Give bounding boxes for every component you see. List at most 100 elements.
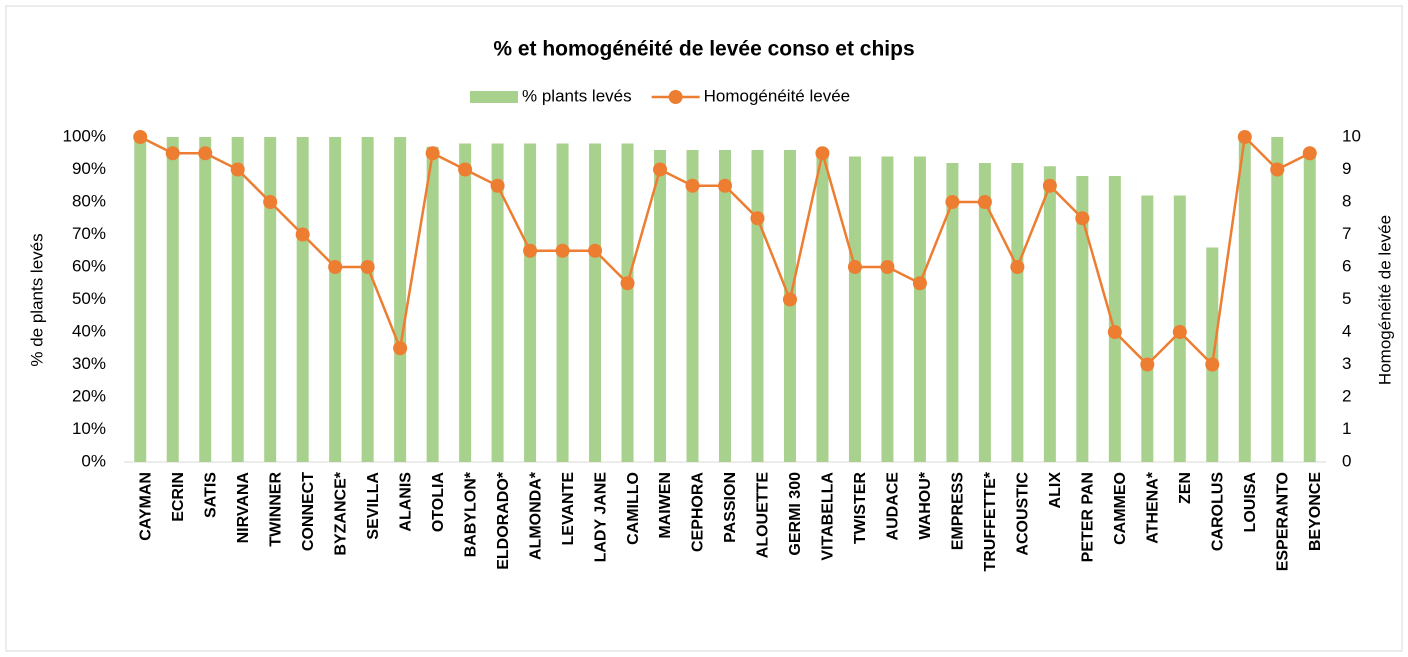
- x-tick-label: SEVILLA: [365, 472, 382, 540]
- line-marker: [230, 162, 245, 177]
- y-tick-label: 100%: [63, 126, 106, 145]
- x-tick-label: EMPRESS: [950, 472, 967, 551]
- bar: [816, 150, 829, 462]
- x-tick-label: CAMMEO: [1112, 472, 1129, 545]
- line-marker: [295, 227, 310, 242]
- bar: [426, 146, 439, 462]
- bar: [589, 143, 602, 462]
- line-marker: [1010, 260, 1025, 274]
- bar: [199, 137, 212, 462]
- y2-tick-label: 4: [1342, 321, 1351, 340]
- x-tick-label: ESPERANTO: [1274, 472, 1291, 571]
- y-tick-label: 0%: [81, 451, 106, 470]
- line-marker: [945, 195, 960, 209]
- x-tick-label: ZEN: [1177, 472, 1194, 504]
- bar: [1011, 163, 1024, 462]
- chart-title: % et homogénéité de levée conso et chips: [493, 38, 914, 61]
- x-tick-label: WAHOU*: [917, 471, 934, 539]
- line-marker: [588, 243, 603, 258]
- x-tick-label: AUDACE: [885, 472, 902, 541]
- y2-tick-label: 1: [1342, 419, 1351, 438]
- bar: [231, 137, 244, 462]
- bar: [719, 150, 731, 462]
- bar: [1271, 137, 1284, 462]
- bar: [621, 143, 634, 462]
- bar: [654, 150, 667, 462]
- x-tick-label: LOUISA: [1242, 472, 1259, 533]
- y2-tick-label: 0: [1342, 451, 1351, 470]
- line-marker: [1237, 130, 1252, 144]
- line-marker: [458, 162, 473, 177]
- y-tick-label: 50%: [72, 289, 106, 308]
- x-tick-label: TWISTER: [852, 472, 869, 544]
- x-tick-label: BABYLON*: [462, 471, 479, 557]
- bar: [686, 150, 699, 462]
- y-tick-label: 10%: [72, 419, 106, 438]
- x-tick-label: LEVANTE: [560, 472, 577, 546]
- x-tick-label: VITABELLA: [820, 472, 837, 561]
- bar: [1141, 195, 1154, 462]
- x-tick-label: CAYMAN: [137, 472, 154, 541]
- x-tick-label: NIRVANA: [235, 472, 252, 544]
- line-marker: [133, 130, 148, 144]
- x-tick-label: CONNECT: [300, 472, 317, 551]
- line-marker: [263, 195, 278, 209]
- y2-tick-label: 3: [1342, 354, 1351, 373]
- line-marker: [165, 146, 180, 161]
- x-tick-label: CAMILLO: [625, 472, 642, 545]
- bar: [524, 143, 537, 462]
- bar: [556, 143, 569, 462]
- bar: [166, 137, 179, 462]
- line-marker: [198, 146, 213, 161]
- x-tick-label: PETER PAN: [1080, 472, 1097, 562]
- bar: [134, 137, 147, 462]
- line-marker: [620, 276, 635, 291]
- x-tick-label: ATHENA*: [1145, 471, 1162, 543]
- x-tick-label: MAIWEN: [657, 472, 674, 539]
- x-tick-label: GERMI 300: [787, 472, 804, 556]
- line-marker: [490, 178, 505, 193]
- x-tick-label: TRUFFETTE*: [982, 471, 999, 571]
- bar: [848, 156, 861, 462]
- line-marker: [555, 243, 570, 258]
- x-tick-label: ALIX: [1047, 472, 1064, 509]
- bar: [1108, 176, 1121, 462]
- y2-axis-label: Homogénéité de levée: [1375, 215, 1394, 385]
- line-marker: [685, 178, 700, 193]
- line-marker: [1302, 146, 1317, 161]
- x-tick-label: SATIS: [202, 472, 219, 518]
- bar: [913, 156, 926, 462]
- line-marker: [880, 260, 895, 274]
- legend-swatch: [470, 91, 518, 103]
- line-marker: [1075, 211, 1090, 226]
- y2-tick-label: 5: [1342, 289, 1351, 308]
- x-tick-label: TWINNER: [267, 472, 284, 547]
- y-tick-label: 80%: [72, 191, 106, 210]
- bar: [459, 143, 472, 462]
- y2-tick-label: 9: [1342, 159, 1351, 178]
- y2-tick-label: 2: [1342, 386, 1351, 405]
- bar: [881, 156, 894, 462]
- line-marker: [328, 260, 343, 274]
- legend-label: Homogénéité levée: [704, 86, 850, 105]
- x-tick-label: ELDORADO*: [495, 471, 512, 570]
- bar: [946, 163, 959, 462]
- line-marker: [653, 162, 668, 177]
- x-tick-label: CAROLUS: [1210, 472, 1227, 551]
- line-marker: [750, 211, 765, 226]
- line-marker: [1107, 325, 1122, 339]
- y-tick-label: 90%: [72, 159, 106, 178]
- bar: [751, 150, 764, 462]
- x-tick-label: LADY JANE: [592, 472, 609, 563]
- x-tick-label: ALANIS: [397, 472, 414, 532]
- bar: [1206, 247, 1219, 462]
- x-tick-label: ALMONDA*: [527, 471, 544, 560]
- bar: [491, 143, 504, 462]
- y2-tick-label: 7: [1342, 224, 1351, 243]
- bar: [296, 137, 309, 462]
- y-tick-label: 20%: [72, 386, 106, 405]
- line-marker: [815, 146, 830, 161]
- y2-tick-label: 8: [1342, 191, 1351, 210]
- x-tick-label: BYZANCE*: [332, 471, 349, 555]
